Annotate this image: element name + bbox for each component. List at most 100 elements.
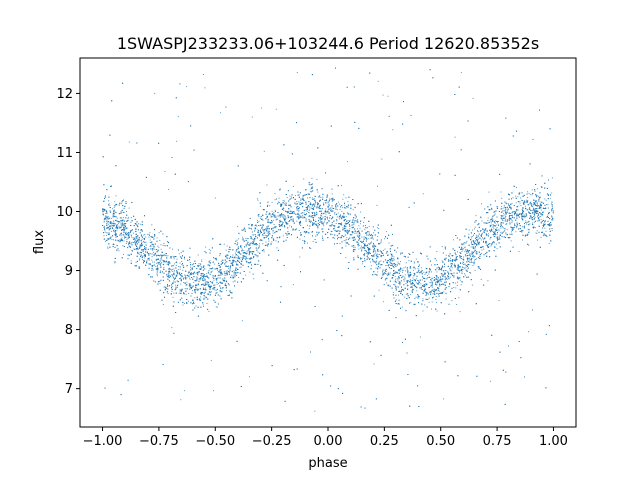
data-point bbox=[272, 219, 274, 221]
data-point bbox=[219, 266, 221, 267]
data-point bbox=[405, 270, 407, 272]
data-point bbox=[550, 223, 552, 225]
data-point bbox=[257, 255, 259, 257]
data-point bbox=[373, 232, 375, 234]
data-point bbox=[119, 217, 121, 219]
data-point bbox=[368, 243, 370, 245]
data-point bbox=[359, 227, 361, 229]
data-point bbox=[300, 213, 302, 214]
data-point bbox=[487, 217, 489, 219]
data-point bbox=[323, 225, 325, 227]
data-point bbox=[508, 198, 510, 200]
data-point bbox=[524, 201, 526, 203]
data-point bbox=[144, 234, 146, 236]
data-point bbox=[243, 255, 245, 257]
data-point bbox=[141, 236, 143, 238]
data-point bbox=[373, 254, 375, 256]
data-point bbox=[160, 270, 162, 272]
data-point bbox=[456, 304, 458, 305]
data-point bbox=[357, 219, 359, 221]
data-point bbox=[394, 275, 396, 277]
data-point bbox=[457, 281, 459, 283]
data-point bbox=[227, 273, 229, 275]
data-point bbox=[243, 250, 245, 251]
data-point bbox=[523, 214, 525, 216]
data-point bbox=[327, 202, 329, 204]
data-point bbox=[214, 263, 216, 265]
data-point bbox=[202, 283, 204, 285]
data-point bbox=[410, 294, 412, 296]
data-point bbox=[438, 288, 440, 289]
data-point bbox=[393, 259, 395, 261]
data-point bbox=[182, 269, 184, 271]
data-point bbox=[551, 177, 553, 179]
data-point bbox=[298, 230, 300, 231]
data-point bbox=[187, 300, 189, 302]
data-point bbox=[345, 197, 347, 199]
data-point bbox=[525, 205, 526, 207]
data-point bbox=[331, 209, 333, 211]
data-point bbox=[149, 232, 151, 234]
data-point bbox=[539, 216, 541, 218]
data-point bbox=[259, 243, 260, 245]
data-point bbox=[494, 221, 496, 223]
data-point bbox=[331, 193, 333, 195]
data-point bbox=[511, 231, 512, 233]
data-point bbox=[203, 284, 205, 286]
data-point bbox=[449, 269, 451, 271]
data-point bbox=[284, 200, 286, 202]
data-point bbox=[136, 240, 138, 242]
data-point bbox=[511, 222, 513, 224]
data-point bbox=[205, 284, 207, 285]
data-point bbox=[141, 238, 143, 240]
data-point bbox=[431, 264, 432, 266]
data-point bbox=[372, 238, 374, 240]
data-point bbox=[336, 209, 338, 211]
data-point bbox=[537, 200, 539, 202]
data-point bbox=[114, 262, 116, 264]
data-point bbox=[230, 256, 232, 258]
data-point bbox=[325, 213, 327, 215]
data-point bbox=[216, 283, 218, 285]
data-point bbox=[412, 277, 414, 279]
data-point bbox=[240, 253, 242, 255]
data-point bbox=[373, 363, 375, 365]
data-point bbox=[448, 277, 450, 279]
data-point bbox=[424, 288, 426, 290]
data-point bbox=[394, 265, 396, 266]
data-point bbox=[377, 236, 379, 237]
data-point bbox=[496, 248, 498, 250]
data-point bbox=[433, 296, 434, 298]
data-point bbox=[396, 278, 398, 280]
data-point bbox=[299, 216, 301, 218]
data-point bbox=[173, 292, 175, 294]
data-point bbox=[317, 225, 319, 227]
data-point bbox=[512, 197, 514, 199]
data-point bbox=[295, 213, 297, 215]
data-point bbox=[397, 279, 399, 281]
data-point bbox=[268, 240, 270, 242]
data-point bbox=[279, 216, 281, 218]
data-point bbox=[286, 196, 288, 198]
data-point bbox=[521, 200, 523, 201]
data-point bbox=[186, 277, 188, 279]
data-point bbox=[116, 226, 117, 228]
data-point bbox=[104, 218, 105, 220]
data-point bbox=[345, 234, 347, 236]
data-point bbox=[502, 207, 504, 209]
data-point bbox=[155, 268, 157, 270]
data-point bbox=[254, 237, 256, 239]
data-point bbox=[124, 228, 126, 230]
data-point bbox=[399, 283, 401, 285]
data-point bbox=[496, 229, 498, 231]
data-point bbox=[465, 269, 467, 271]
data-point bbox=[243, 257, 245, 259]
data-point bbox=[113, 213, 115, 215]
data-point bbox=[327, 211, 329, 213]
data-point bbox=[286, 233, 288, 235]
data-point bbox=[139, 223, 141, 225]
data-point bbox=[540, 216, 542, 217]
data-point bbox=[157, 245, 159, 247]
data-point bbox=[537, 213, 539, 215]
data-point bbox=[222, 288, 224, 290]
